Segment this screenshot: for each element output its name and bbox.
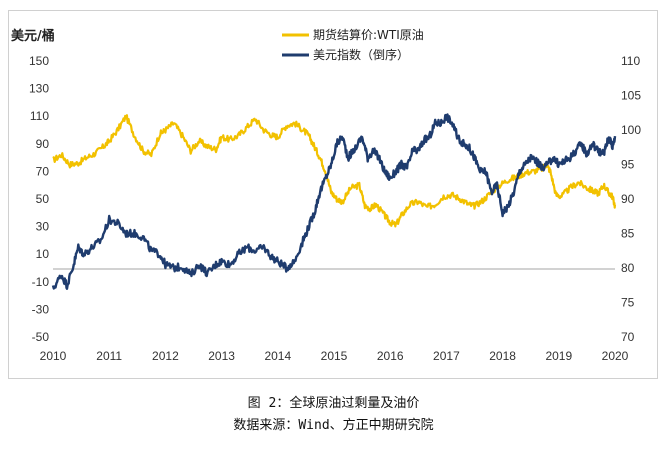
x-tick-label: 2017 — [433, 349, 460, 363]
y-right-tick-label: 70 — [621, 330, 635, 344]
legend-label-wti: 期货结算价:WTI原油 — [313, 27, 424, 42]
y-left-axis-label: 美元/桶 — [11, 28, 55, 44]
y-right-tick-label: 80 — [621, 261, 635, 275]
x-tick-label: 2015 — [321, 349, 348, 363]
chart: 美元/桶 期货结算价:WTI原油 美元指数（倒序） 150 130 110 90 70 5… — [11, 27, 641, 363]
chart-frame: 美元/桶 期货结算价:WTI原油 美元指数（倒序） 150 130 110 90 70 5… — [8, 10, 658, 379]
x-tick-label: 2012 — [152, 349, 179, 363]
y-left-tick-label: 150 — [29, 54, 49, 68]
y-left-tick-label: -10 — [32, 275, 50, 289]
y-right-tick-label: 100 — [621, 123, 641, 137]
y-right-tick-label: 95 — [621, 158, 635, 172]
y-left-tick-label: 130 — [29, 82, 49, 96]
x-tick-label: 2011 — [96, 349, 122, 363]
series-line-usd-index-inverted — [51, 113, 617, 290]
y-left-tick-label: 90 — [36, 137, 50, 151]
legend: 期货结算价:WTI原油 美元指数（倒序） — [282, 27, 424, 62]
y-right-tick-label: 105 — [621, 89, 641, 103]
y-left-tick-label: 110 — [30, 109, 49, 123]
y-left-tick-label: 30 — [36, 220, 50, 234]
y-right-tick-label: 90 — [621, 192, 635, 206]
y-left-tick-label: 70 — [36, 164, 50, 178]
data-source: 数据来源：Wind、方正中期研究院 — [233, 418, 434, 433]
x-tick-label: 2016 — [377, 349, 404, 363]
y-left-tick-label: 10 — [36, 247, 50, 261]
x-tick-label: 2014 — [264, 349, 291, 363]
series-line-wti-oil — [52, 114, 617, 228]
y-left-tick-label: -50 — [32, 330, 50, 344]
y-left-tick-label: -30 — [32, 302, 50, 316]
x-tick-label: 2020 — [602, 349, 629, 363]
y-right-tick-label: 75 — [621, 296, 635, 310]
x-tick-label: 2010 — [40, 349, 67, 363]
legend-label-usd-index: 美元指数（倒序） — [313, 47, 409, 62]
x-tick-label: 2018 — [489, 349, 516, 363]
y-right-tick-label: 110 — [621, 54, 640, 68]
y-left-tick-label: 50 — [36, 192, 50, 206]
x-tick-label: 2019 — [545, 349, 572, 363]
figure-caption: 图 2：全球原油过剩量及油价 — [247, 396, 420, 411]
x-tick-label: 2013 — [208, 349, 235, 363]
y-right-tick-label: 85 — [621, 227, 635, 241]
